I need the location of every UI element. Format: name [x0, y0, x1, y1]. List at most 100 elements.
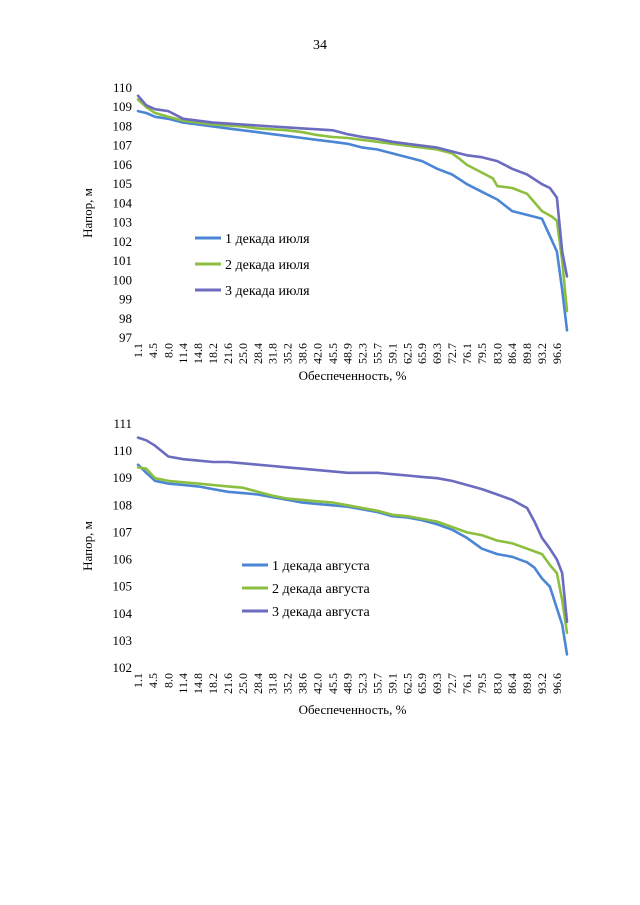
chart1-x-tick-label: 76.1 [460, 343, 474, 364]
chart2-x-tick-label: 14.8 [191, 673, 205, 694]
page-number: 34 [313, 38, 327, 53]
chart2-legend-label-1: 1 декада августа [272, 559, 371, 574]
chart2-x-tick-label: 4.5 [146, 673, 160, 688]
chart1-y-tick-label: 103 [113, 215, 133, 230]
chart2-x-tick-label: 1.1 [131, 673, 145, 688]
chart1-x-tick-label: 45.5 [326, 343, 340, 364]
chart1-y-tick-label: 100 [113, 272, 133, 287]
chart2-y-tick-label: 106 [113, 552, 133, 567]
chart1-x-tick-label: 35.2 [281, 343, 295, 364]
chart1-x-tick-label: 86.4 [505, 343, 519, 364]
chart1-y-tick-label: 110 [113, 80, 132, 95]
chart1-x-tick-label: 93.2 [535, 343, 549, 364]
chart2-y-tick-label: 103 [113, 633, 133, 648]
chart1-x-tick-label: 72.7 [445, 343, 459, 364]
chart2-x-axis-title: Обеспеченность, % [299, 702, 407, 717]
chart2-y-tick-label: 102 [113, 660, 133, 675]
chart2-y-axis-title: Напор, м [80, 521, 95, 571]
chart1-x-tick-label: 52.3 [356, 343, 370, 364]
chart2-x-tick-label: 65.9 [415, 673, 429, 694]
chart1-x-tick-label: 1.1 [131, 343, 145, 358]
chart1-x-tick-label: 21.6 [221, 343, 235, 364]
chart1-x-tick-label: 96.6 [550, 343, 564, 364]
chart1-x-tick-label: 38.6 [295, 343, 309, 364]
chart1-x-tick-label: 11.4 [176, 343, 190, 364]
chart2-x-tick-label: 69.3 [430, 673, 444, 694]
chart1-legend-label-1: 1 декада июля [225, 232, 310, 247]
chart2-y-tick-label: 105 [113, 579, 133, 594]
chart2-x-tick-label: 93.2 [535, 673, 549, 694]
chart2-y-tick-label: 109 [113, 470, 133, 485]
chart1-x-tick-label: 8.0 [161, 343, 175, 358]
chart2-x-tick-label: 45.5 [326, 673, 340, 694]
chart2-legend-label-2: 2 декада августа [272, 582, 371, 597]
chart2-y-tick-label: 108 [113, 497, 133, 512]
chart2-series-line-1 [136, 463, 569, 656]
chart1-x-tick-label: 4.5 [146, 343, 160, 358]
chart1-x-tick-label: 25.0 [236, 343, 250, 364]
chart1-series-line-3 [136, 94, 569, 278]
chart2-x-tick-label: 11.4 [176, 673, 190, 694]
chart2-x-tick-label: 59.1 [385, 673, 399, 694]
chart2-x-tick-label: 31.8 [266, 673, 280, 694]
chart1-y-tick-label: 97 [119, 330, 133, 345]
chart2-y-tick-label: 104 [113, 606, 133, 621]
chart1-x-tick-label: 89.8 [520, 343, 534, 364]
chart2-y-tick-label: 110 [113, 443, 132, 458]
chart2-x-tick-label: 48.9 [341, 673, 355, 694]
chart2-y-tick-label: 107 [113, 524, 133, 539]
chart1-y-tick-label: 107 [113, 138, 133, 153]
chart1-x-tick-label: 62.5 [400, 343, 414, 364]
chart2-x-tick-label: 42.0 [310, 673, 324, 694]
chart2-x-tick-label: 76.1 [460, 673, 474, 694]
chart2-x-tick-label: 28.4 [251, 673, 265, 694]
chart1-x-tick-label: 18.2 [206, 343, 220, 364]
chart2-x-tick-label: 8.0 [161, 673, 175, 688]
chart1-x-tick-label: 48.9 [341, 343, 355, 364]
chart1-y-tick-label: 105 [113, 176, 133, 191]
chart1-y-tick-label: 102 [113, 234, 133, 249]
chart1-x-axis-title: Обеспеченность, % [299, 368, 407, 383]
chart1-x-tick-label: 69.3 [430, 343, 444, 364]
chart1-y-tick-label: 109 [113, 99, 133, 114]
chart1-x-tick-label: 14.8 [191, 343, 205, 364]
chart2-x-tick-label: 96.6 [550, 673, 564, 694]
chart2-x-tick-label: 38.6 [295, 673, 309, 694]
chart2-series-line-3 [136, 436, 569, 624]
chart1-y-tick-label: 106 [113, 157, 133, 172]
chart1-x-tick-label: 55.7 [371, 343, 385, 364]
chart1-y-tick-label: 108 [113, 118, 133, 133]
chart2-x-tick-label: 18.2 [206, 673, 220, 694]
chart1-x-tick-label: 65.9 [415, 343, 429, 364]
chart2-x-tick-label: 83.0 [490, 673, 504, 694]
chart2-x-tick-label: 52.3 [356, 673, 370, 694]
chart1-legend-label-2: 2 декада июля [225, 258, 310, 273]
chart2-x-tick-label: 86.4 [505, 673, 519, 694]
chart1-y-tick-label: 104 [113, 195, 133, 210]
chart1-x-tick-label: 28.4 [251, 343, 265, 364]
chart1-y-tick-label: 98 [119, 311, 132, 326]
chart2-legend-label-3: 3 декада августа [272, 605, 371, 620]
chart1-x-tick-label: 83.0 [490, 343, 504, 364]
chart2-x-tick-label: 72.7 [445, 673, 459, 694]
chart1-x-tick-label: 42.0 [310, 343, 324, 364]
chart1-y-tick-label: 101 [113, 253, 133, 268]
chart1-y-axis-title: Напор, м [80, 188, 95, 238]
chart1-series-line-1 [136, 109, 569, 332]
chart1-x-tick-label: 31.8 [266, 343, 280, 364]
chart2-x-tick-label: 25.0 [236, 673, 250, 694]
chart1-y-tick-label: 99 [119, 292, 132, 307]
chart2-x-tick-label: 21.6 [221, 673, 235, 694]
chart-july: 97 98 99 100 101 102 103 104 105 106 107 108 109 110 1… [80, 80, 569, 383]
chart2-x-tick-label: 35.2 [281, 673, 295, 694]
chart1-x-tick-label: 59.1 [385, 343, 399, 364]
chart2-x-tick-label: 89.8 [520, 673, 534, 694]
chart2-x-tick-label: 55.7 [371, 673, 385, 694]
chart2-x-tick-label: 79.5 [475, 673, 489, 694]
chart2-y-tick-label: 111 [113, 416, 132, 431]
chart1-series-line-2 [136, 98, 569, 313]
chart2-series-line-2 [136, 466, 569, 635]
chart1-legend-label-3: 3 декада июля [225, 284, 310, 299]
